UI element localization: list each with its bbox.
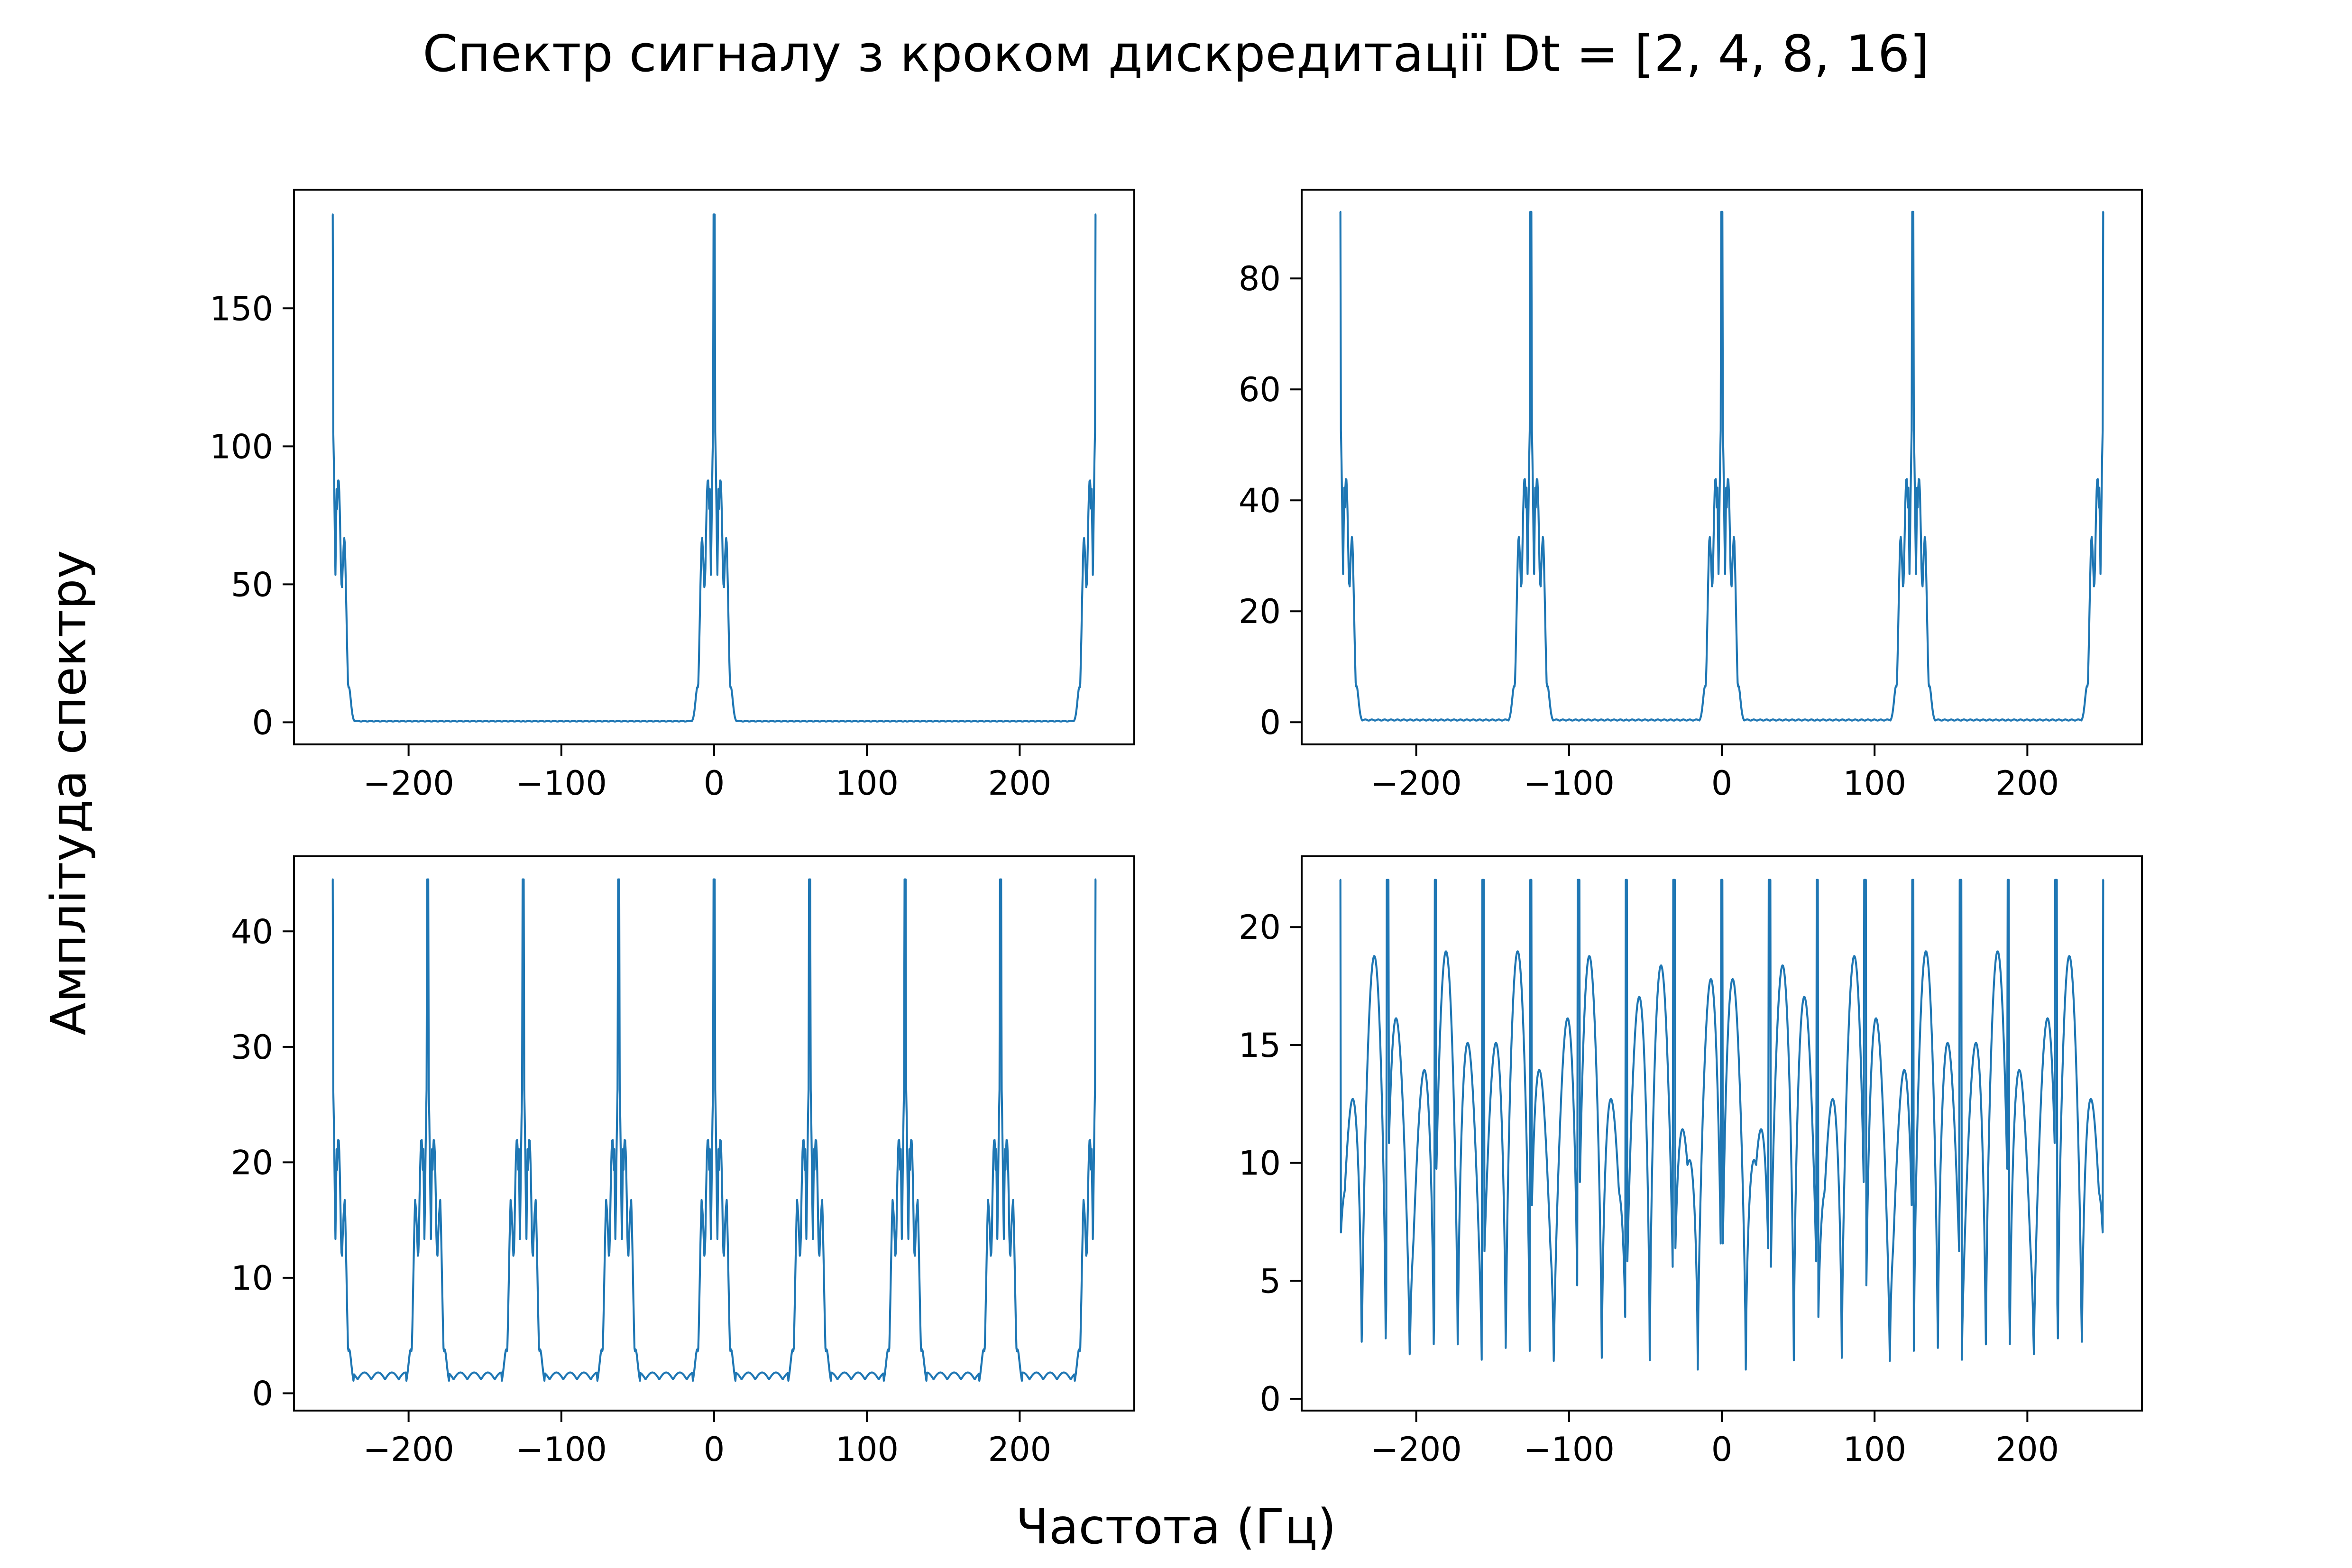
series-line-dt-4	[1339, 211, 2104, 722]
y-tick-label: 80	[1239, 259, 1281, 298]
x-tick-label: 0	[1711, 1430, 1733, 1469]
x-tick-label: −100	[1524, 1430, 1615, 1469]
x-tick-label: −100	[516, 764, 607, 803]
y-tick-label: 100	[210, 427, 273, 466]
y-tick-label: 30	[231, 1028, 273, 1067]
y-tick-label: 5	[1259, 1262, 1281, 1301]
y-tick-label: 40	[1239, 481, 1281, 520]
series-line-dt-16	[1339, 879, 2104, 1371]
y-tick-label: 50	[231, 565, 273, 604]
y-tick-label: 15	[1239, 1026, 1281, 1065]
series-line-dt-2	[331, 213, 1097, 723]
y-axis-label: Амплітуда спектру	[41, 550, 97, 1036]
x-tick-label: 0	[704, 764, 725, 803]
x-tick-label: 0	[704, 1430, 725, 1469]
x-tick-label: 100	[835, 764, 899, 803]
x-tick-label: −200	[363, 1430, 454, 1469]
y-tick-label: 20	[1239, 592, 1281, 631]
x-tick-label: 200	[1996, 764, 2059, 803]
x-tick-label: 0	[1711, 764, 1733, 803]
subplot-dt-4: −200 −100 0 100 200 0 20 40 60 80	[1239, 189, 2143, 803]
x-tick-label: −200	[363, 764, 454, 803]
y-tick-label: 0	[1259, 703, 1281, 742]
y-tick-label: 150	[210, 289, 273, 328]
x-tick-label: −200	[1371, 764, 1462, 803]
x-tick-label: 100	[1843, 764, 1906, 803]
x-axis-label: Частота (Гц)	[1016, 1499, 1336, 1555]
y-tick-label: 0	[252, 703, 273, 742]
x-tick-label: −100	[516, 1430, 607, 1469]
figure-title: Спектр сигналу з кроком дискредитації Dt…	[423, 25, 1929, 83]
y-tick-label: 20	[1239, 908, 1281, 947]
y-tick-label: 0	[252, 1374, 273, 1413]
y-tick-label: 0	[1259, 1380, 1281, 1419]
y-tick-label: 10	[1239, 1144, 1281, 1183]
y-tick-label: 40	[231, 912, 273, 951]
x-tick-label: −100	[1524, 764, 1615, 803]
y-tick-label: 20	[231, 1143, 273, 1182]
x-tick-label: 100	[1843, 1430, 1906, 1469]
y-tick-label: 60	[1239, 370, 1281, 409]
subplot-dt-8: −200 −100 0 100 200 0 10 20 30 40	[231, 855, 1135, 1469]
x-tick-label: 200	[988, 1430, 1052, 1469]
subplot-dt-16: −200 −100 0 100 200 0 5 10 15 20	[1239, 855, 2143, 1469]
y-tick-label: 10	[231, 1259, 273, 1298]
x-tick-label: 200	[988, 764, 1052, 803]
subplot-dt-2: −200 −100 0 100 200 0 50 100 150	[210, 189, 1135, 803]
series-line-dt-8	[331, 878, 1097, 1382]
x-tick-label: −200	[1371, 1430, 1462, 1469]
x-tick-label: 100	[835, 1430, 899, 1469]
x-tick-label: 200	[1996, 1430, 2059, 1469]
